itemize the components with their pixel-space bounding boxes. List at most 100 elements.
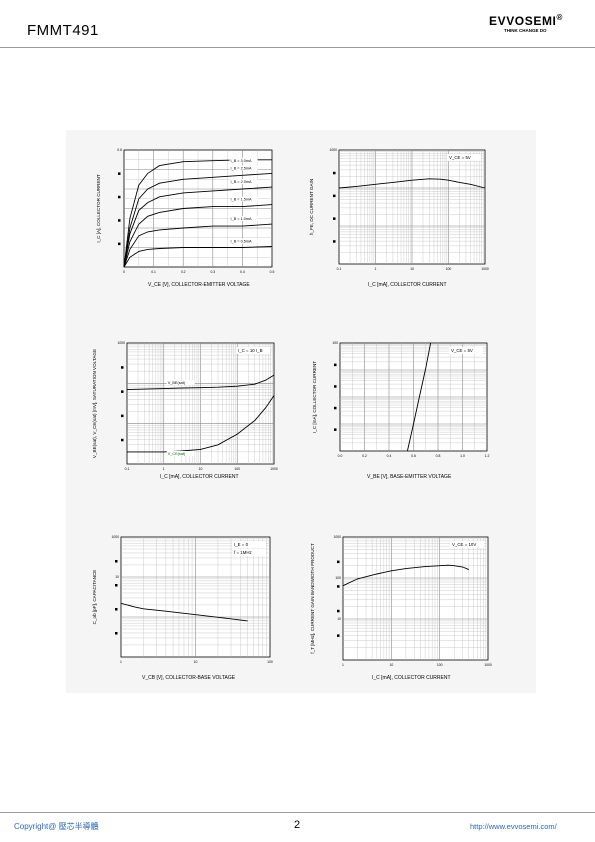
x-tick-label: 0.1 xyxy=(151,270,156,274)
x-tick-label: 0.1 xyxy=(125,467,130,471)
series-line xyxy=(342,564,469,587)
annotation-bg xyxy=(450,541,484,548)
chart-6: 1 10 100 1000 1000 100 10 V_CE = 10V I_C [mA], C… xyxy=(310,535,492,681)
y-tick-mark xyxy=(337,560,340,564)
chart-5: 1 10 100 1000 10 I_E = 0 f = 1MHz V_CB [V], COL… xyxy=(92,535,273,681)
x-tick-label: 1000 xyxy=(484,663,492,667)
annotation-bg xyxy=(449,347,483,354)
y-tick-mark xyxy=(333,217,336,220)
series-line xyxy=(120,602,248,622)
x-tick-label: 100 xyxy=(446,267,452,271)
y-axis-label: I_C [mA], COLLECTOR CURRENT xyxy=(312,361,317,433)
annotation-bg xyxy=(232,541,266,548)
series-label: I_B = 2.5mA xyxy=(231,166,252,170)
page-number: 2 xyxy=(294,819,301,831)
x-axis-label: V_CB [V], COLLECTOR-BASE VOLTAGE xyxy=(142,675,236,681)
x-axis-label: V_CE [V], COLLECTOR-EMITTER VOLTAGE xyxy=(148,282,250,288)
x-tick-label: 1 xyxy=(163,467,165,471)
y-tick-label: 1000 xyxy=(111,535,119,539)
x-tick-label: 1 xyxy=(342,663,344,667)
x-tick-label: 10 xyxy=(410,267,414,271)
x-axis-label: I_C [mA], COLLECTOR CURRENT xyxy=(372,675,451,681)
series-label: I_B = 2.0mA xyxy=(231,180,252,184)
series-label-bg xyxy=(166,380,195,386)
y-tick-mark xyxy=(333,240,336,243)
x-tick-label: 10 xyxy=(199,467,203,471)
x-tick-label: 1000 xyxy=(481,267,489,271)
y-axis-label: h_FE, DC CURRENT GAIN xyxy=(309,179,314,235)
header-divider xyxy=(0,47,595,48)
y-tick-label: 10 xyxy=(115,575,119,579)
x-tick-label: 1000 xyxy=(270,467,278,471)
y-axis-label: C_ob [pF], CAPACITANCE xyxy=(92,570,97,625)
part-number: FMMT491 xyxy=(27,22,99,39)
series-label: I_B = 0.5mA xyxy=(231,240,252,244)
series-label: I_B = 1.5mA xyxy=(231,198,252,202)
x-tick-label: 100 xyxy=(267,660,273,664)
y-tick-mark xyxy=(121,438,124,442)
x-tick-label: 0.8 xyxy=(436,454,441,458)
x-axis-label: I_C [mA], COLLECTOR CURRENT xyxy=(160,474,239,480)
x-tick-label: 0.1 xyxy=(337,267,342,271)
y-tick-mark xyxy=(118,172,121,175)
brand-tagline: THINK CHANGE DO xyxy=(504,28,547,33)
annotation: f = 1MHz xyxy=(234,550,252,555)
y-tick-label: 1000 xyxy=(329,148,337,152)
x-tick-label: 0.2 xyxy=(181,270,186,274)
x-tick-label: 0 xyxy=(123,270,125,274)
x-tick-label: 0.2 xyxy=(362,454,367,458)
x-axis-label: V_BE [V], BASE-EMITTER VOLTAGE xyxy=(367,474,452,480)
footer-divider xyxy=(0,812,595,813)
x-tick-label: 0.3 xyxy=(210,270,215,274)
annotation: V_CE = 5V xyxy=(451,348,473,353)
x-tick-label: 0.6 xyxy=(411,454,416,458)
y-tick-mark xyxy=(118,219,121,222)
x-tick-label: 0.4 xyxy=(387,454,392,458)
series-label: I_B = 3.0mA xyxy=(231,159,252,163)
annotation-bg xyxy=(236,347,270,354)
annotation: I_E = 0 xyxy=(234,542,249,547)
y-tick-mark xyxy=(333,194,336,198)
series-line xyxy=(123,223,273,268)
y-tick-mark xyxy=(334,406,337,410)
y-tick-label: 0.6 xyxy=(117,148,122,152)
series-label-bg xyxy=(229,196,258,202)
series-label-bg xyxy=(229,179,258,185)
y-tick-mark xyxy=(118,195,121,199)
x-tick-label: 0.5 xyxy=(270,270,275,274)
y-tick-label: 10 xyxy=(337,617,341,621)
y-axis-label: V_BE(sat), V_CE(sat) [mV], SATURATION VO… xyxy=(92,349,97,458)
logo-text: EVVOSEMI xyxy=(489,14,557,28)
y-tick-mark xyxy=(115,584,118,587)
y-tick-label: 1000 xyxy=(117,341,125,345)
chart-3: 0.1 1 10 100 1000 1000 V_BE(sat) V_CE(sat) I_C =… xyxy=(92,341,278,480)
chart-1: 0 0.1 0.2 0.3 0.4 0.5 0.6 I_B = 3.0mA I_B = 2.5m… xyxy=(96,148,274,288)
brand-logo: EVVOSEMI® xyxy=(489,13,563,28)
series-line xyxy=(123,186,273,268)
y-tick-mark xyxy=(115,632,118,635)
y-axis-label: I_C [A], COLLECTOR CURRENT xyxy=(96,174,101,243)
series-label-bg xyxy=(229,216,258,222)
y-tick-mark xyxy=(115,560,118,563)
y-tick-mark xyxy=(334,363,337,367)
x-tick-label: 1 xyxy=(120,660,122,664)
annotation-bg xyxy=(447,154,481,161)
y-tick-mark xyxy=(115,608,118,611)
series-line xyxy=(123,246,273,268)
plot-area xyxy=(342,536,489,661)
chart-2: 0.1 1 10 100 1000 1000 V_CE = 5V I_C [mA], COLL… xyxy=(309,148,489,288)
series-label-bg xyxy=(229,157,258,163)
y-tick-mark xyxy=(337,585,340,588)
y-tick-mark xyxy=(121,414,124,418)
series-line xyxy=(123,172,273,268)
series-line xyxy=(406,342,432,452)
x-tick-label: 1.0 xyxy=(460,454,465,458)
series-label: I_B = 1.0mA xyxy=(231,217,252,221)
x-tick-label: 1.2 xyxy=(485,454,490,458)
footer-url[interactable]: http://www.evvosemi.com/ xyxy=(470,822,557,831)
x-tick-label: 0.4 xyxy=(240,270,245,274)
y-tick-label: 100 xyxy=(332,341,338,345)
y-tick-mark xyxy=(334,428,337,431)
series-label-bg xyxy=(229,238,258,244)
